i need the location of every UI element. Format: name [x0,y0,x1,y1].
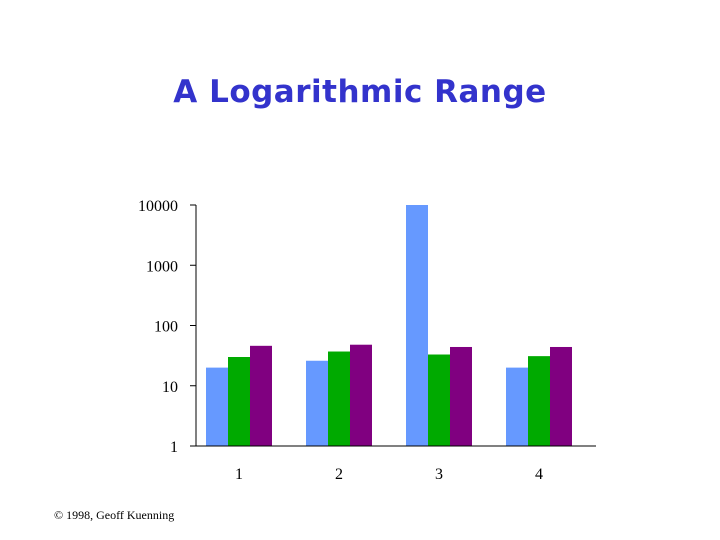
y-tick-label: 10000 [138,198,178,215]
bar-series2-cat4 [528,356,550,446]
copyright-footer: © 1998, Geoff Kuenning [54,508,175,522]
x-tick-label: 4 [535,466,543,483]
bar-series3-cat1 [250,345,272,446]
bar-series3-cat2 [350,344,372,446]
x-tick-label: 2 [335,466,343,483]
bar-series3-cat3 [450,346,472,446]
bar-series2-cat2 [328,351,350,446]
bar-series3-cat4 [550,346,572,446]
chart-title: A Logarithmic Range [173,74,547,110]
x-tick-label: 1 [235,466,243,483]
y-tick-label: 1000 [146,258,178,275]
y-tick-label: 10 [162,379,178,396]
x-tick-label: 3 [435,466,443,483]
bar-series1-cat2 [306,360,328,446]
bar-series1-cat1 [206,367,228,446]
bar-series1-cat3 [406,205,428,446]
axes-layer [190,204,596,447]
y-tick-label: 1 [170,439,178,456]
y-tick-label: 100 [154,319,178,336]
bars-layer [206,205,572,446]
bar-series2-cat3 [428,354,450,446]
labels-layer: 1 10 100 1000 10000 1 2 3 4 [138,198,543,483]
bar-series2-cat1 [228,357,250,446]
bar-series1-cat4 [506,367,528,446]
